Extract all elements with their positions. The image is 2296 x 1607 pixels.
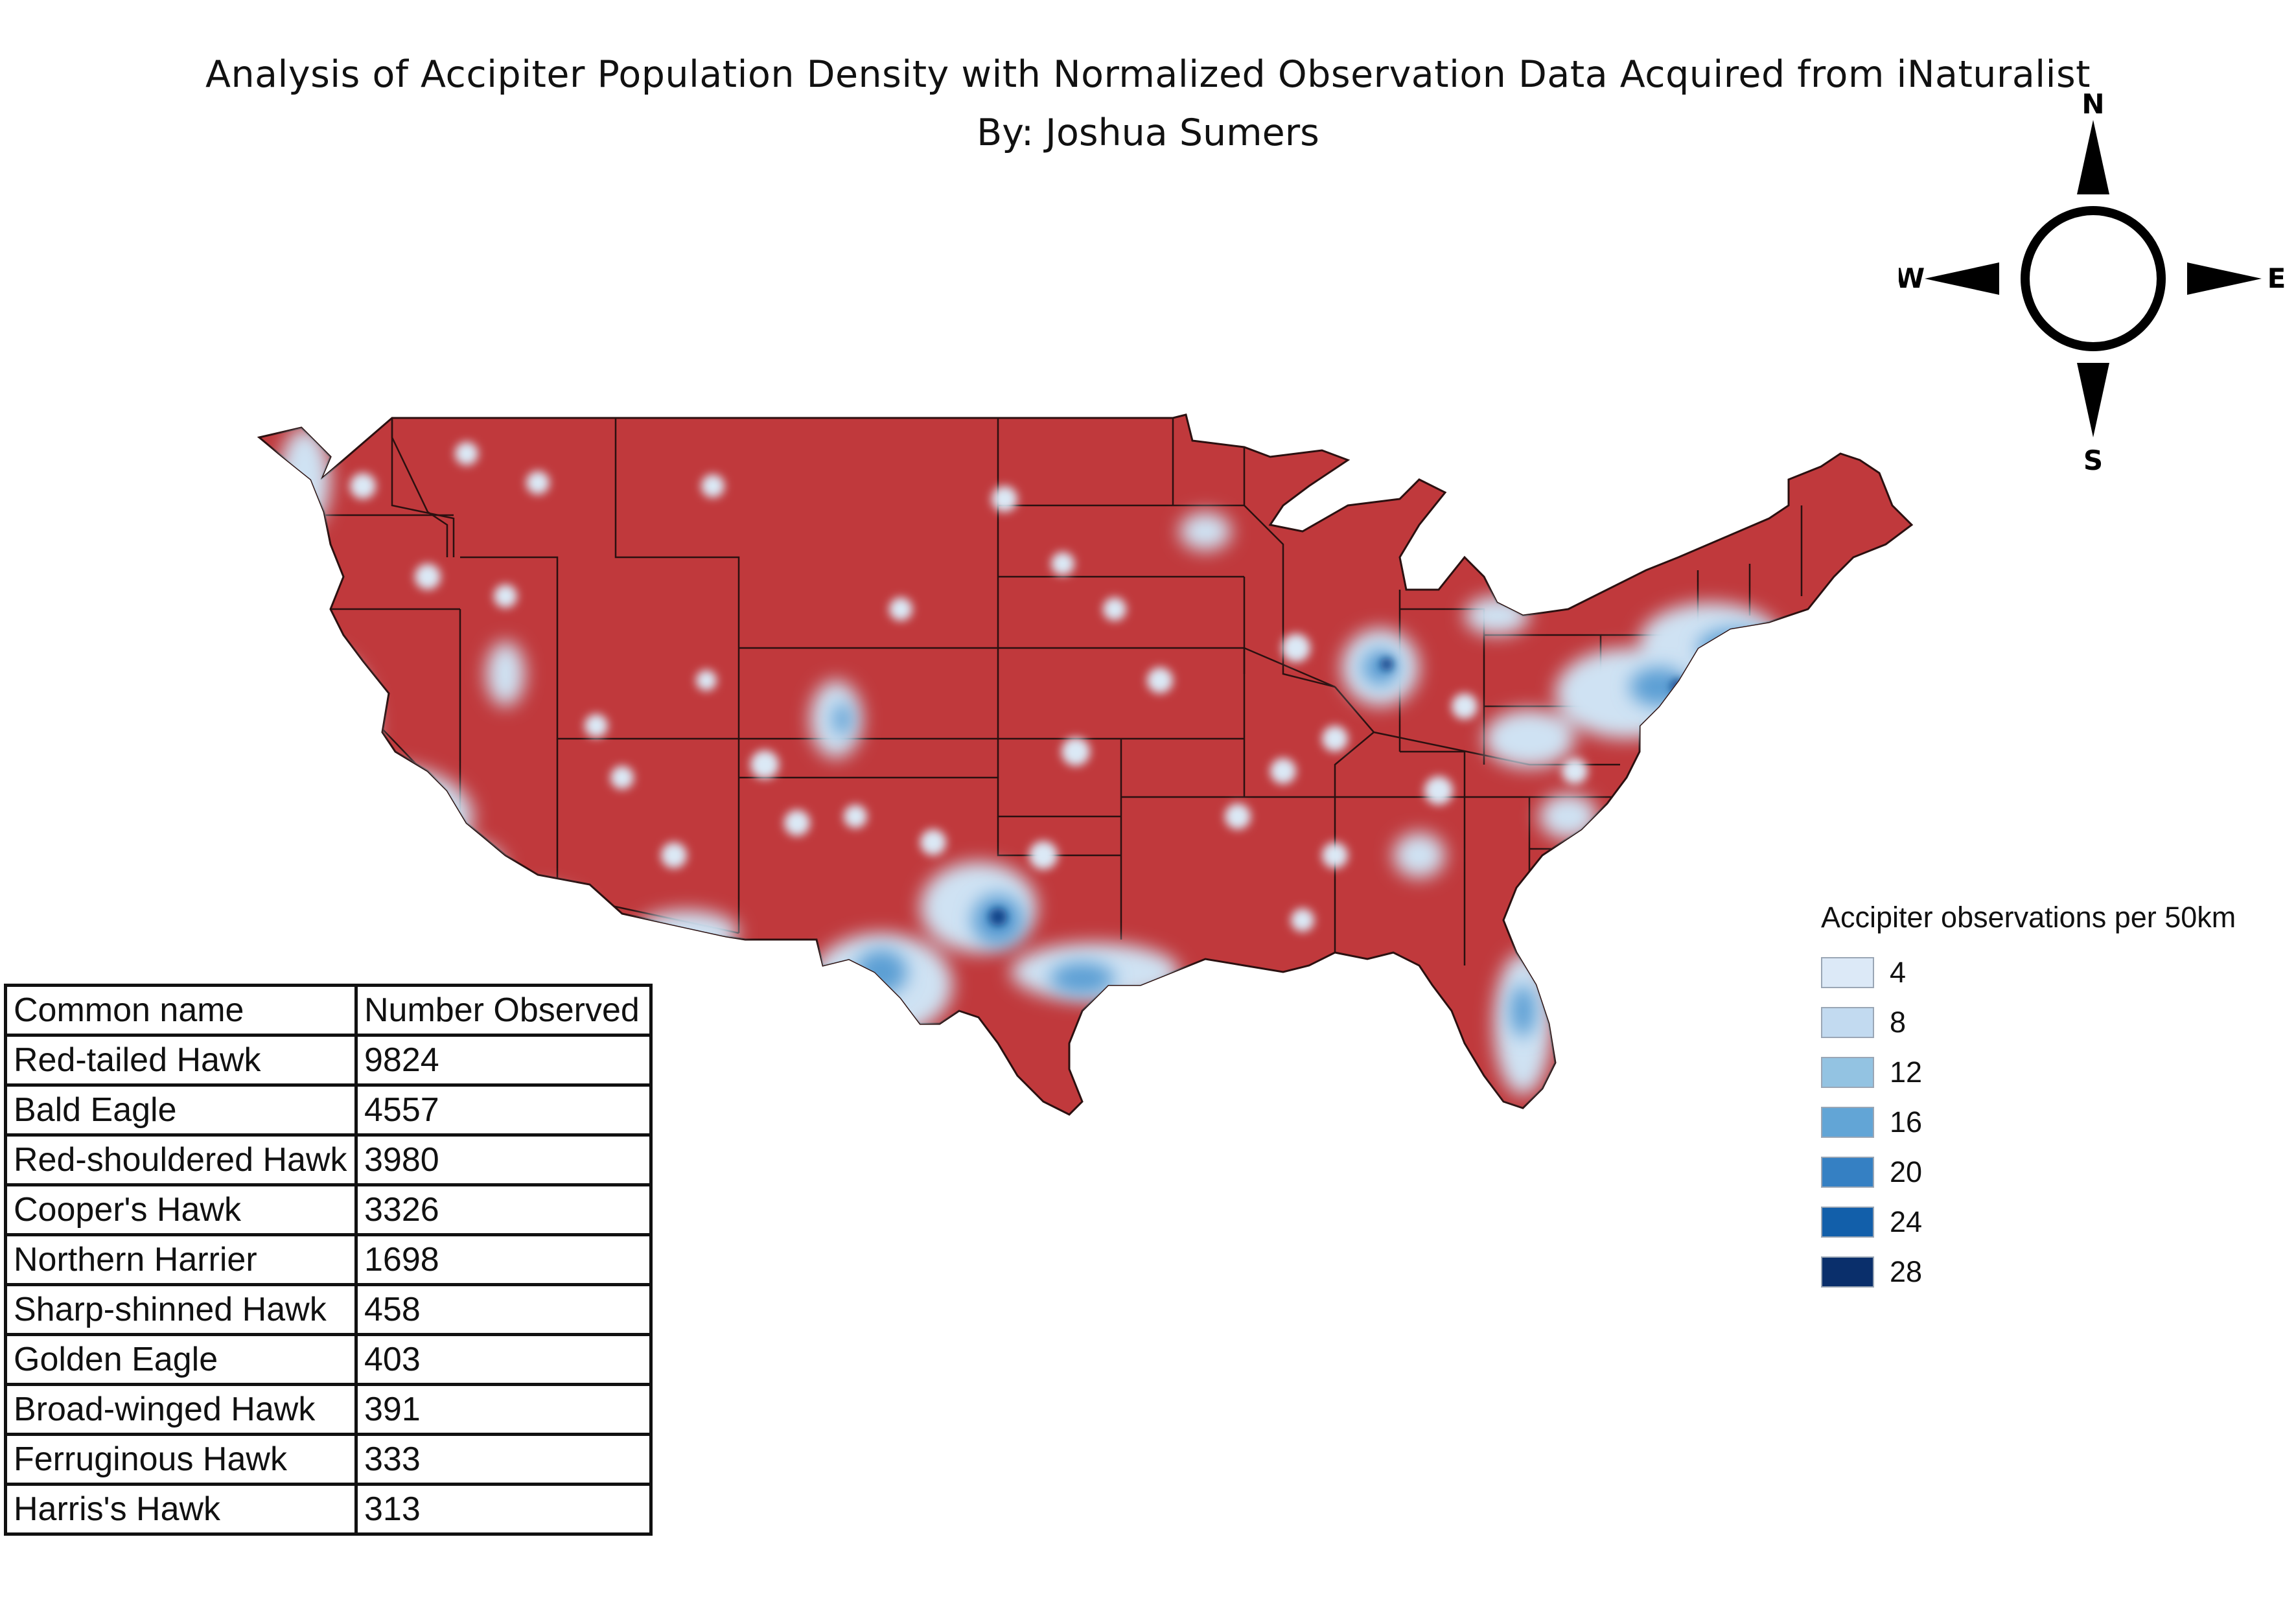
legend-label: 4 — [1890, 955, 1907, 989]
column-header-number-observed: Number Observed — [354, 984, 653, 1037]
table-row: Sharp-shinned Hawk 458 — [4, 1283, 653, 1336]
species-name: Sharp-shinned Hawk — [4, 1283, 358, 1336]
table-row: Bald Eagle 4557 — [4, 1083, 653, 1137]
species-name: Ferruginous Hawk — [4, 1433, 358, 1486]
legend-swatch — [1821, 1006, 1874, 1038]
species-name: Golden Eagle — [4, 1333, 358, 1386]
legend-entry: 24 — [1821, 1197, 2236, 1247]
species-name: Broad-winged Hawk — [4, 1383, 358, 1436]
map-author: By: Joshua Sumers — [977, 111, 1319, 154]
species-name: Cooper's Hawk — [4, 1183, 358, 1236]
species-name: Bald Eagle — [4, 1083, 358, 1137]
legend-swatch — [1821, 1206, 1874, 1238]
legend-swatch — [1821, 956, 1874, 988]
species-name: Harris's Hawk — [4, 1483, 358, 1536]
species-name: Red-tailed Hawk — [4, 1034, 358, 1087]
legend-entry: 12 — [1821, 1047, 2236, 1097]
table-row: Harris's Hawk 313 — [4, 1483, 653, 1536]
legend-label: 12 — [1890, 1055, 1923, 1089]
east-arrow — [2187, 262, 2262, 295]
table-row: Ferruginous Hawk 333 — [4, 1433, 653, 1486]
table-row: Cooper's Hawk 3326 — [4, 1183, 653, 1236]
compass-east-label: E — [2267, 262, 2286, 294]
legend-entry: 8 — [1821, 997, 2236, 1047]
legend-swatch — [1821, 1256, 1874, 1288]
observation-count: 3980 — [354, 1133, 653, 1186]
legend-entry: 20 — [1821, 1147, 2236, 1197]
column-header-common-name: Common name — [4, 984, 358, 1037]
legend-title: Accipiter observations per 50km — [1821, 901, 2236, 934]
table-header-row: Common name Number Observed — [4, 984, 653, 1037]
legend-label: 8 — [1890, 1005, 1907, 1039]
legend-swatch — [1821, 1106, 1874, 1138]
table-row: Golden Eagle 403 — [4, 1333, 653, 1386]
observation-count: 1698 — [354, 1233, 653, 1286]
south-arrow — [2077, 363, 2109, 437]
observation-count: 4557 — [354, 1083, 653, 1137]
legend-label: 28 — [1890, 1254, 1923, 1288]
legend-entry: 16 — [1821, 1097, 2236, 1147]
compass-north-label: N — [2081, 88, 2104, 120]
legend-swatch — [1821, 1156, 1874, 1188]
west-arrow — [1925, 262, 1999, 295]
table-row: Northern Harrier 1698 — [4, 1233, 653, 1286]
species-name: Northern Harrier — [4, 1233, 358, 1286]
observation-count: 458 — [354, 1283, 653, 1336]
observation-count: 333 — [354, 1433, 653, 1486]
legend-label: 16 — [1890, 1105, 1923, 1139]
species-name: Red-shouldered Hawk — [4, 1133, 358, 1186]
legend-label: 24 — [1890, 1205, 1923, 1238]
table-row: Red-shouldered Hawk 3980 — [4, 1133, 653, 1186]
observation-count: 313 — [354, 1483, 653, 1536]
observation-count: 9824 — [354, 1034, 653, 1087]
legend-swatch — [1821, 1056, 1874, 1088]
us-density-map — [257, 413, 1914, 1116]
legend-entry: 28 — [1821, 1247, 2236, 1297]
table-row: Red-tailed Hawk 9824 — [4, 1034, 653, 1087]
compass-west-label: W — [1899, 262, 1925, 294]
map-title: Analysis of Accipiter Population Density… — [205, 53, 2091, 96]
us-land-mass — [257, 413, 1914, 1116]
observation-table: Common name Number Observed Red-tailed H… — [4, 984, 653, 1536]
table-row: Broad-winged Hawk 391 — [4, 1383, 653, 1436]
density-legend: Accipiter observations per 50km 4 8 12 1… — [1821, 901, 2236, 1297]
observation-count: 391 — [354, 1383, 653, 1436]
north-arrow — [2077, 120, 2109, 194]
observation-count: 403 — [354, 1333, 653, 1386]
compass-ring — [2021, 206, 2166, 351]
observation-count: 3326 — [354, 1183, 653, 1236]
legend-entry: 4 — [1821, 947, 2236, 997]
compass-south-label: S — [2083, 445, 2103, 473]
legend-label: 20 — [1890, 1155, 1923, 1188]
compass-rose: N S E W — [1899, 88, 2286, 473]
